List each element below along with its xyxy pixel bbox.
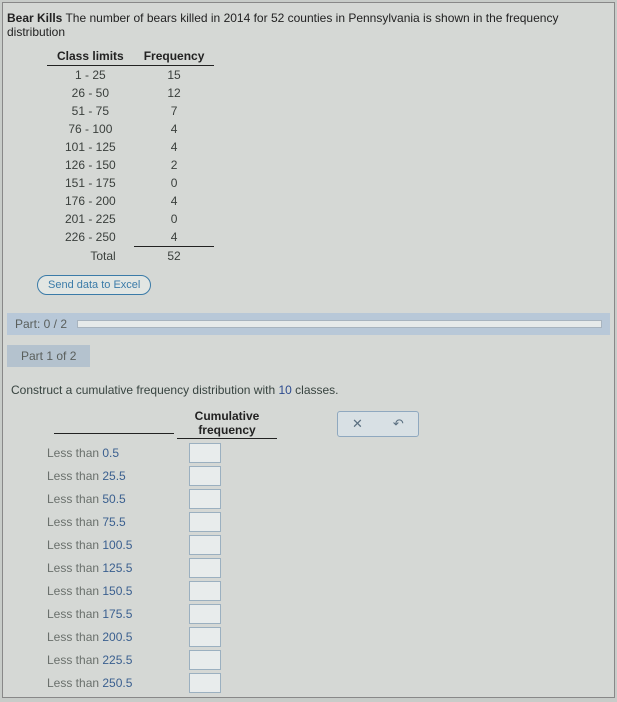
cumulative-label: Less than 100.5 bbox=[47, 538, 177, 552]
cumulative-input[interactable] bbox=[189, 673, 221, 693]
problem-title: Bear Kills The number of bears killed in… bbox=[7, 11, 610, 39]
cumulative-row: Less than 125.5 bbox=[47, 558, 610, 578]
class-limits-cell: 176 - 200 bbox=[47, 192, 134, 210]
frequency-cell: 0 bbox=[134, 210, 215, 228]
cumulative-row: Less than 200.5 bbox=[47, 627, 610, 647]
class-limits-cell: 76 - 100 bbox=[47, 120, 134, 138]
frequency-table: Class limits Frequency 1 - 251526 - 5012… bbox=[47, 47, 214, 265]
col-class-limits: Class limits bbox=[47, 47, 134, 66]
cumulative-row: Less than 0.5 bbox=[47, 443, 610, 463]
cumulative-row: Less than 75.5 bbox=[47, 512, 610, 532]
title-bold: Bear Kills bbox=[7, 11, 62, 25]
class-limits-cell: 26 - 50 bbox=[47, 84, 134, 102]
frequency-cell: 4 bbox=[134, 120, 215, 138]
part-progress-bar: Part: 0 / 2 bbox=[7, 313, 610, 335]
cumulative-input[interactable] bbox=[189, 512, 221, 532]
frequency-cell: 4 bbox=[134, 192, 215, 210]
cumulative-row: Less than 225.5 bbox=[47, 650, 610, 670]
class-limits-cell: 201 - 225 bbox=[47, 210, 134, 228]
cumulative-label: Less than 75.5 bbox=[47, 515, 177, 529]
table-row: 51 - 757 bbox=[47, 102, 214, 120]
clear-icon[interactable]: ✕ bbox=[352, 416, 363, 432]
cumulative-label: Less than 50.5 bbox=[47, 492, 177, 506]
classes-count: 10 bbox=[278, 383, 291, 397]
table-row: 101 - 1254 bbox=[47, 138, 214, 156]
part-label: Part 1 of 2 bbox=[7, 345, 90, 367]
total-value: 52 bbox=[134, 247, 215, 266]
frequency-cell: 2 bbox=[134, 156, 215, 174]
cumulative-row: Less than 250.5 bbox=[47, 673, 610, 693]
cumulative-input[interactable] bbox=[189, 581, 221, 601]
cumulative-section: Cumulative frequency ✕ ↶ Less than 0.5 Le… bbox=[47, 409, 610, 693]
counties-value: 52 bbox=[271, 11, 284, 25]
cumulative-row: Less than 25.5 bbox=[47, 466, 610, 486]
table-row: 76 - 1004 bbox=[47, 120, 214, 138]
class-limits-cell: 51 - 75 bbox=[47, 102, 134, 120]
year-value: 2014 bbox=[224, 11, 251, 25]
cumulative-input[interactable] bbox=[189, 443, 221, 463]
cumulative-label: Less than 175.5 bbox=[47, 607, 177, 621]
class-limits-cell: 151 - 175 bbox=[47, 174, 134, 192]
table-row: 176 - 2004 bbox=[47, 192, 214, 210]
cumulative-label: Less than 150.5 bbox=[47, 584, 177, 598]
cumulative-input[interactable] bbox=[189, 604, 221, 624]
col-frequency: Frequency bbox=[134, 47, 215, 66]
cumulative-label: Less than 200.5 bbox=[47, 630, 177, 644]
table-row: 26 - 5012 bbox=[47, 84, 214, 102]
cumulative-input[interactable] bbox=[189, 558, 221, 578]
page-container: Bear Kills The number of bears killed in… bbox=[2, 2, 615, 698]
table-row: 1 - 2515 bbox=[47, 66, 214, 85]
cumulative-row: Less than 175.5 bbox=[47, 604, 610, 624]
part-indicator: Part: 0 / 2 bbox=[15, 317, 67, 331]
answer-toolbox: ✕ ↶ bbox=[337, 411, 419, 437]
frequency-cell: 4 bbox=[134, 138, 215, 156]
table-row: 201 - 2250 bbox=[47, 210, 214, 228]
class-limits-cell: 101 - 125 bbox=[47, 138, 134, 156]
table-row: 126 - 1502 bbox=[47, 156, 214, 174]
cumulative-input[interactable] bbox=[189, 650, 221, 670]
frequency-cell: 15 bbox=[134, 66, 215, 85]
cumulative-label: Less than 0.5 bbox=[47, 446, 177, 460]
class-limits-cell: 226 - 250 bbox=[47, 228, 134, 247]
total-row: Total52 bbox=[47, 247, 214, 266]
table-row: 151 - 1750 bbox=[47, 174, 214, 192]
table-row: 226 - 2504 bbox=[47, 228, 214, 247]
instruction-text: Construct a cumulative frequency distrib… bbox=[11, 383, 606, 397]
frequency-cell: 0 bbox=[134, 174, 215, 192]
class-limits-cell: 1 - 25 bbox=[47, 66, 134, 85]
frequency-cell: 7 bbox=[134, 102, 215, 120]
frequency-cell: 12 bbox=[134, 84, 215, 102]
cumulative-row: Less than 50.5 bbox=[47, 489, 610, 509]
cumulative-header: Cumulative frequency bbox=[177, 409, 277, 439]
total-label: Total bbox=[47, 247, 134, 266]
cumulative-input[interactable] bbox=[189, 489, 221, 509]
reset-icon[interactable]: ↶ bbox=[393, 416, 404, 432]
cumulative-label: Less than 125.5 bbox=[47, 561, 177, 575]
frequency-cell: 4 bbox=[134, 228, 215, 247]
progress-track bbox=[77, 320, 602, 328]
send-to-excel-button[interactable]: Send data to Excel bbox=[37, 275, 151, 295]
cumulative-label: Less than 250.5 bbox=[47, 676, 177, 690]
cumulative-label: Less than 225.5 bbox=[47, 653, 177, 667]
cumulative-row: Less than 150.5 bbox=[47, 581, 610, 601]
class-limits-cell: 126 - 150 bbox=[47, 156, 134, 174]
cumulative-input[interactable] bbox=[189, 535, 221, 555]
cumulative-input[interactable] bbox=[189, 627, 221, 647]
cumulative-input[interactable] bbox=[189, 466, 221, 486]
cumulative-row: Less than 100.5 bbox=[47, 535, 610, 555]
cumulative-label: Less than 25.5 bbox=[47, 469, 177, 483]
